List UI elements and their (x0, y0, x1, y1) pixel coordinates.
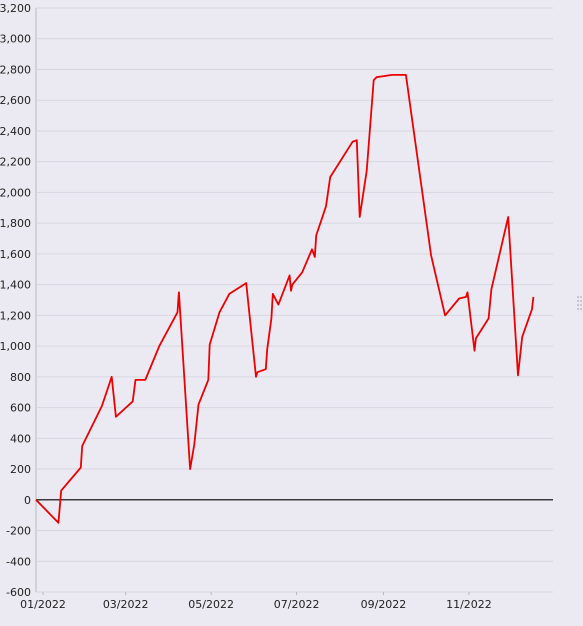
y-tick-label: 1,600 (0, 248, 31, 261)
data-point (271, 292, 275, 296)
data-point (134, 378, 138, 382)
data-point (355, 138, 359, 142)
data-point (390, 73, 394, 77)
resize-grip-icon[interactable] (577, 296, 582, 310)
y-tick-label: 2,200 (0, 156, 31, 169)
data-point (59, 489, 63, 493)
data-point (289, 289, 293, 293)
x-axis-tick-labels: 01/2022 03/2022 05/2022 07/2022 09/2022 11/20… (20, 598, 492, 611)
data-point (34, 498, 38, 502)
y-tick-label: 2,400 (0, 125, 31, 138)
y-tick-label: 200 (10, 463, 31, 476)
x-tick-label: 07/2022 (274, 598, 320, 611)
data-point (244, 281, 248, 285)
data-point (208, 343, 212, 347)
data-point (466, 290, 470, 294)
data-point (530, 307, 534, 311)
data-point (506, 215, 510, 219)
data-point (324, 204, 328, 208)
data-point (429, 253, 433, 257)
data-point (197, 403, 201, 407)
data-point (487, 316, 491, 320)
data-point (457, 297, 461, 301)
data-point (177, 290, 181, 294)
data-point (227, 292, 231, 296)
data-point (218, 310, 222, 314)
data-point (372, 78, 376, 82)
y-tick-label: 1,800 (0, 217, 31, 230)
gridlines (35, 7, 553, 595)
data-point (176, 310, 180, 314)
data-point (188, 467, 192, 471)
data-point (56, 521, 60, 525)
data-point (290, 283, 294, 287)
y-tick-label: 1,200 (0, 309, 31, 322)
data-point (110, 375, 114, 379)
data-point (157, 344, 161, 348)
y-tick-label: 1,400 (0, 279, 31, 292)
data-point (443, 313, 447, 317)
y-tick-label: 800 (10, 371, 31, 384)
y-axis-tick-labels: -600 -400 -200 0 200 400 600 800 1,000 1,200 1,400… (0, 2, 31, 599)
data-point (531, 295, 535, 299)
data-point (516, 373, 520, 377)
y-tick-label: 400 (10, 432, 31, 445)
data-point (131, 399, 135, 403)
y-tick-label: 3,200 (0, 2, 31, 15)
data-point (143, 378, 147, 382)
data-point (254, 375, 258, 379)
y-tick-label: 3,000 (0, 33, 31, 46)
series-line (35, 74, 535, 524)
data-point (365, 169, 369, 173)
data-point (313, 255, 317, 259)
data-point (489, 287, 493, 291)
x-tick-label: 09/2022 (361, 598, 407, 611)
x-tick-label: 01/2022 (20, 598, 66, 611)
data-point (328, 175, 332, 179)
data-point (473, 349, 477, 353)
x-tick-label: 03/2022 (103, 598, 149, 611)
data-point (114, 415, 118, 419)
data-point (520, 335, 524, 339)
y-tick-label: -600 (6, 586, 31, 599)
data-point (358, 215, 362, 219)
data-point (474, 336, 478, 340)
y-tick-label: 0 (24, 494, 31, 507)
data-point (314, 234, 318, 238)
y-tick-label: 600 (10, 402, 31, 415)
y-tick-label: 2,000 (0, 186, 31, 199)
data-point (464, 295, 468, 299)
data-point (351, 140, 355, 144)
y-tick-label: -200 (6, 525, 31, 538)
data-point (79, 466, 83, 470)
data-point (375, 75, 379, 79)
data-point (288, 273, 292, 277)
y-tick-label: 2,600 (0, 94, 31, 107)
data-point (300, 270, 304, 274)
data-point (276, 303, 280, 307)
data-point (206, 378, 210, 382)
data-point (80, 444, 84, 448)
y-tick-label: 1,000 (0, 340, 31, 353)
y-tick-label: 2,800 (0, 63, 31, 76)
x-tick-label: 11/2022 (446, 598, 492, 611)
data-point (265, 347, 269, 351)
data-point (192, 443, 196, 447)
series-layer (34, 73, 535, 525)
data-point (264, 367, 268, 371)
data-point (100, 404, 104, 408)
y-tick-label: -400 (6, 555, 31, 568)
data-point (269, 316, 273, 320)
data-point (404, 73, 408, 77)
data-point (255, 370, 259, 374)
data-point (310, 247, 314, 251)
x-tick-label: 05/2022 (188, 598, 234, 611)
